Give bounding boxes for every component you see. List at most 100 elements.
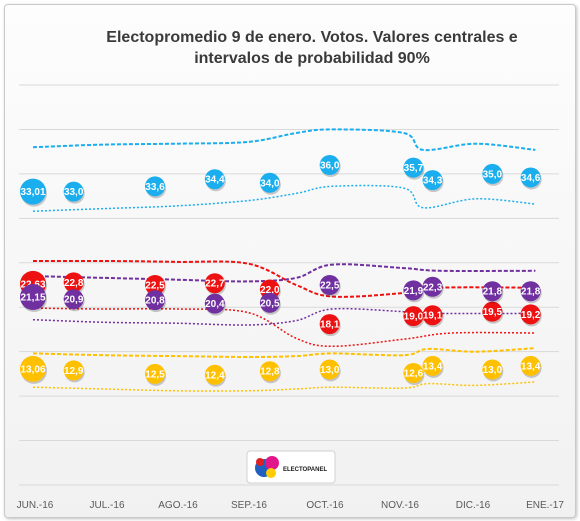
data-point — [520, 167, 541, 188]
data-label: 20,9 — [64, 295, 84, 306]
data-point — [403, 280, 424, 301]
interval-lower-line — [32, 307, 536, 326]
data-label: 33,6 — [145, 182, 165, 193]
data-label: 19,0 — [404, 312, 424, 323]
electopanel-logo: ELECTOPANEL — [246, 450, 336, 484]
data-point — [63, 181, 84, 202]
data-label: 18,1 — [320, 320, 340, 331]
data-point — [319, 359, 340, 380]
data-point — [482, 281, 503, 302]
data-point — [145, 290, 166, 311]
data-label: 13,4 — [423, 361, 443, 372]
logo-text: ELECTOPANEL — [283, 467, 327, 473]
data-label: 34,6 — [521, 173, 541, 184]
data-label: 12,5 — [145, 369, 165, 380]
data-point — [145, 275, 166, 295]
data-point — [422, 355, 443, 376]
chart-title-line-1: Electopromedio 9 de enero. Votos. Valore… — [106, 29, 518, 46]
data-label: 34,3 — [423, 176, 443, 187]
x-axis-ticks: JUN.-16 JUL.-16 AGO.-16 SEP.-16 OCT.-16 NOV.-… — [17, 500, 565, 511]
data-point — [403, 306, 424, 327]
data-label: 22,7 — [205, 279, 225, 290]
data-point — [204, 364, 225, 385]
data-label: 12,4 — [205, 370, 225, 381]
data-point — [319, 314, 340, 335]
data-point — [259, 361, 280, 382]
x-tick-label: JUL.-16 — [89, 500, 124, 511]
data-label: 22,5 — [320, 281, 340, 292]
data-point — [403, 363, 424, 383]
data-label: 36,0 — [320, 161, 340, 172]
data-label: 13,0 — [483, 365, 503, 376]
gridlines — [19, 84, 559, 486]
interval-upper-line — [32, 263, 536, 283]
data-label: 21,15 — [20, 293, 45, 304]
data-label: 20,8 — [145, 296, 165, 307]
data-label: 21,8 — [483, 287, 503, 298]
data-label: 21,9 — [404, 286, 424, 297]
data-point — [520, 304, 541, 325]
data-label: 34,4 — [205, 175, 225, 186]
logo-blob-magenta — [265, 456, 279, 470]
data-point — [319, 155, 340, 175]
data-point — [259, 172, 280, 193]
data-point — [204, 169, 225, 190]
central-values: 33,01 33,0 33,6 34,4 34,0 36,0 35,7 34,3 35,0 34,… — [20, 155, 542, 387]
data-point — [20, 178, 46, 205]
data-point — [403, 157, 424, 178]
data-point — [422, 170, 443, 191]
x-tick-label: DIC.-16 — [456, 500, 491, 511]
logo-blob-red — [256, 458, 264, 466]
data-point — [20, 284, 46, 310]
x-tick-label: OCT.-16 — [306, 500, 344, 511]
data-label: 33,01 — [20, 187, 45, 198]
data-point — [204, 293, 225, 314]
data-label: 35,7 — [404, 163, 424, 174]
data-point — [422, 276, 443, 297]
data-point — [63, 289, 84, 310]
data-label: 33,0 — [64, 187, 84, 198]
data-point — [63, 360, 84, 381]
data-point — [482, 301, 503, 322]
chart-title-line-2: intervalos de probabilidad 90% — [194, 50, 430, 67]
x-tick-label: ENE.-17 — [526, 500, 564, 511]
data-point — [520, 355, 541, 376]
data-label: 20,5 — [260, 298, 280, 309]
interval-upper-line — [32, 128, 536, 152]
data-label: 19,5 — [483, 307, 503, 318]
interval-lower-line — [32, 381, 536, 392]
data-point — [520, 281, 541, 302]
data-point — [145, 363, 166, 384]
data-label: 19,1 — [423, 311, 443, 322]
data-label: 13,06 — [20, 364, 45, 375]
data-label: 22,0 — [260, 285, 280, 296]
x-tick-label: AGO.-16 — [158, 500, 198, 511]
data-label: 12,9 — [64, 366, 84, 377]
interval-lower-line — [32, 184, 536, 212]
data-label: 22,3 — [423, 282, 443, 293]
data-label: 13,0 — [320, 365, 340, 376]
data-label: 34,0 — [260, 178, 280, 189]
data-label: 12,8 — [260, 367, 280, 378]
data-point — [482, 359, 503, 380]
data-point — [63, 272, 84, 293]
x-tick-label: SEP.-16 — [231, 500, 267, 511]
data-label: 19,2 — [521, 310, 541, 321]
data-point — [20, 355, 46, 382]
data-point — [482, 163, 503, 184]
data-point — [319, 275, 340, 295]
interval-upper-line — [32, 347, 536, 359]
data-label: 35,0 — [483, 169, 503, 180]
data-label: 13,4 — [521, 361, 541, 372]
logo-blob-yellow — [266, 468, 276, 478]
data-point — [204, 273, 225, 294]
x-tick-label: NOV.-16 — [381, 500, 419, 511]
data-label: 22,5 — [145, 281, 165, 292]
data-label: 21,8 — [521, 287, 541, 298]
data-label: 20,4 — [205, 299, 225, 310]
data-point — [422, 305, 443, 326]
data-point — [259, 292, 280, 313]
x-tick-label: JUN.-16 — [17, 500, 54, 511]
data-label: 12,6 — [404, 369, 424, 380]
